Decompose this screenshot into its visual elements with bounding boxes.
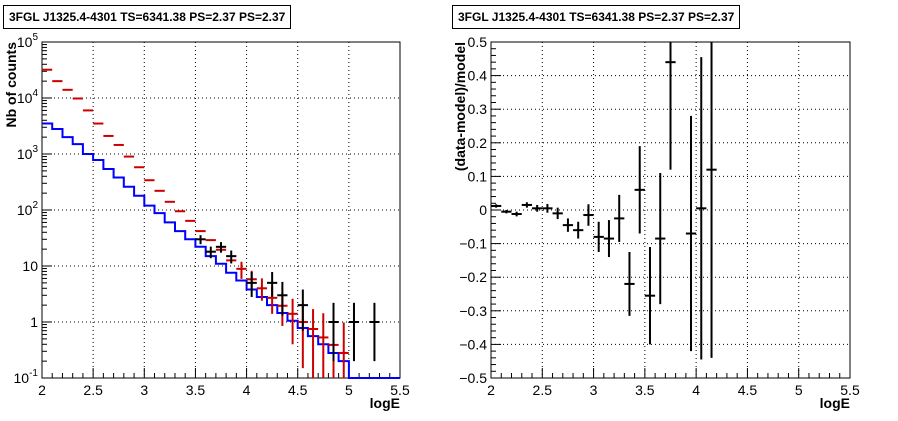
- x-tick-label: 2.5: [83, 382, 103, 398]
- y-tick-label: 10: [22, 258, 38, 274]
- x-tick-label: 5.5: [840, 382, 860, 398]
- y-tick-label: −0.3: [459, 303, 487, 319]
- x-tick-label: 4: [692, 382, 700, 398]
- y-tick-label: 105: [17, 32, 39, 50]
- y-tick-label: −0.2: [459, 269, 487, 285]
- y-tick-label: 0.1: [468, 168, 488, 184]
- x-tick-label: 2: [487, 382, 495, 398]
- y-tick-label: −0.5: [459, 370, 487, 386]
- x-tick-label: 5.5: [390, 382, 410, 398]
- x-tick-label: 3.5: [635, 382, 655, 398]
- x-tick-label: 2: [38, 382, 46, 398]
- x-tick-label: 5: [345, 382, 353, 398]
- y-tick-label: 1: [30, 314, 38, 330]
- y-tick-label: 103: [17, 144, 39, 162]
- x-axis-label: logE: [370, 395, 400, 411]
- x-tick-label: 3: [140, 382, 148, 398]
- y-tick-label: 0.2: [468, 135, 488, 151]
- x-tick-label: 2.5: [533, 382, 553, 398]
- x-axis-label: logE: [820, 395, 850, 411]
- x-tick-label: 4.5: [288, 382, 308, 398]
- y-axis-label: (data-model)/model: [452, 42, 468, 171]
- y-tick-label: 0.5: [468, 34, 488, 50]
- x-tick-label: 4.5: [738, 382, 758, 398]
- y-tick-label: 104: [17, 88, 39, 106]
- right-chart-title: 3FGL J1325.4-4301 TS=6341.38 PS=2.37 PS=…: [452, 5, 741, 29]
- y-tick-label: 0.4: [468, 68, 488, 84]
- x-tick-label: 4: [243, 382, 251, 398]
- x-tick-label: 3: [590, 382, 598, 398]
- x-tick-label: 3.5: [186, 382, 206, 398]
- x-tick-label: 5: [795, 382, 803, 398]
- y-tick-label: 0.3: [468, 101, 488, 117]
- y-axis-label: Nb of counts: [3, 42, 19, 128]
- y-tick-label: 0: [479, 202, 487, 218]
- y-tick-label: 10-1: [14, 368, 39, 386]
- left-chart-title: 3FGL J1325.4-4301 TS=6341.38 PS=2.37 PS=…: [3, 5, 292, 29]
- y-tick-label: 102: [17, 200, 39, 218]
- y-tick-label: −0.1: [459, 236, 487, 252]
- y-tick-label: −0.4: [459, 336, 487, 352]
